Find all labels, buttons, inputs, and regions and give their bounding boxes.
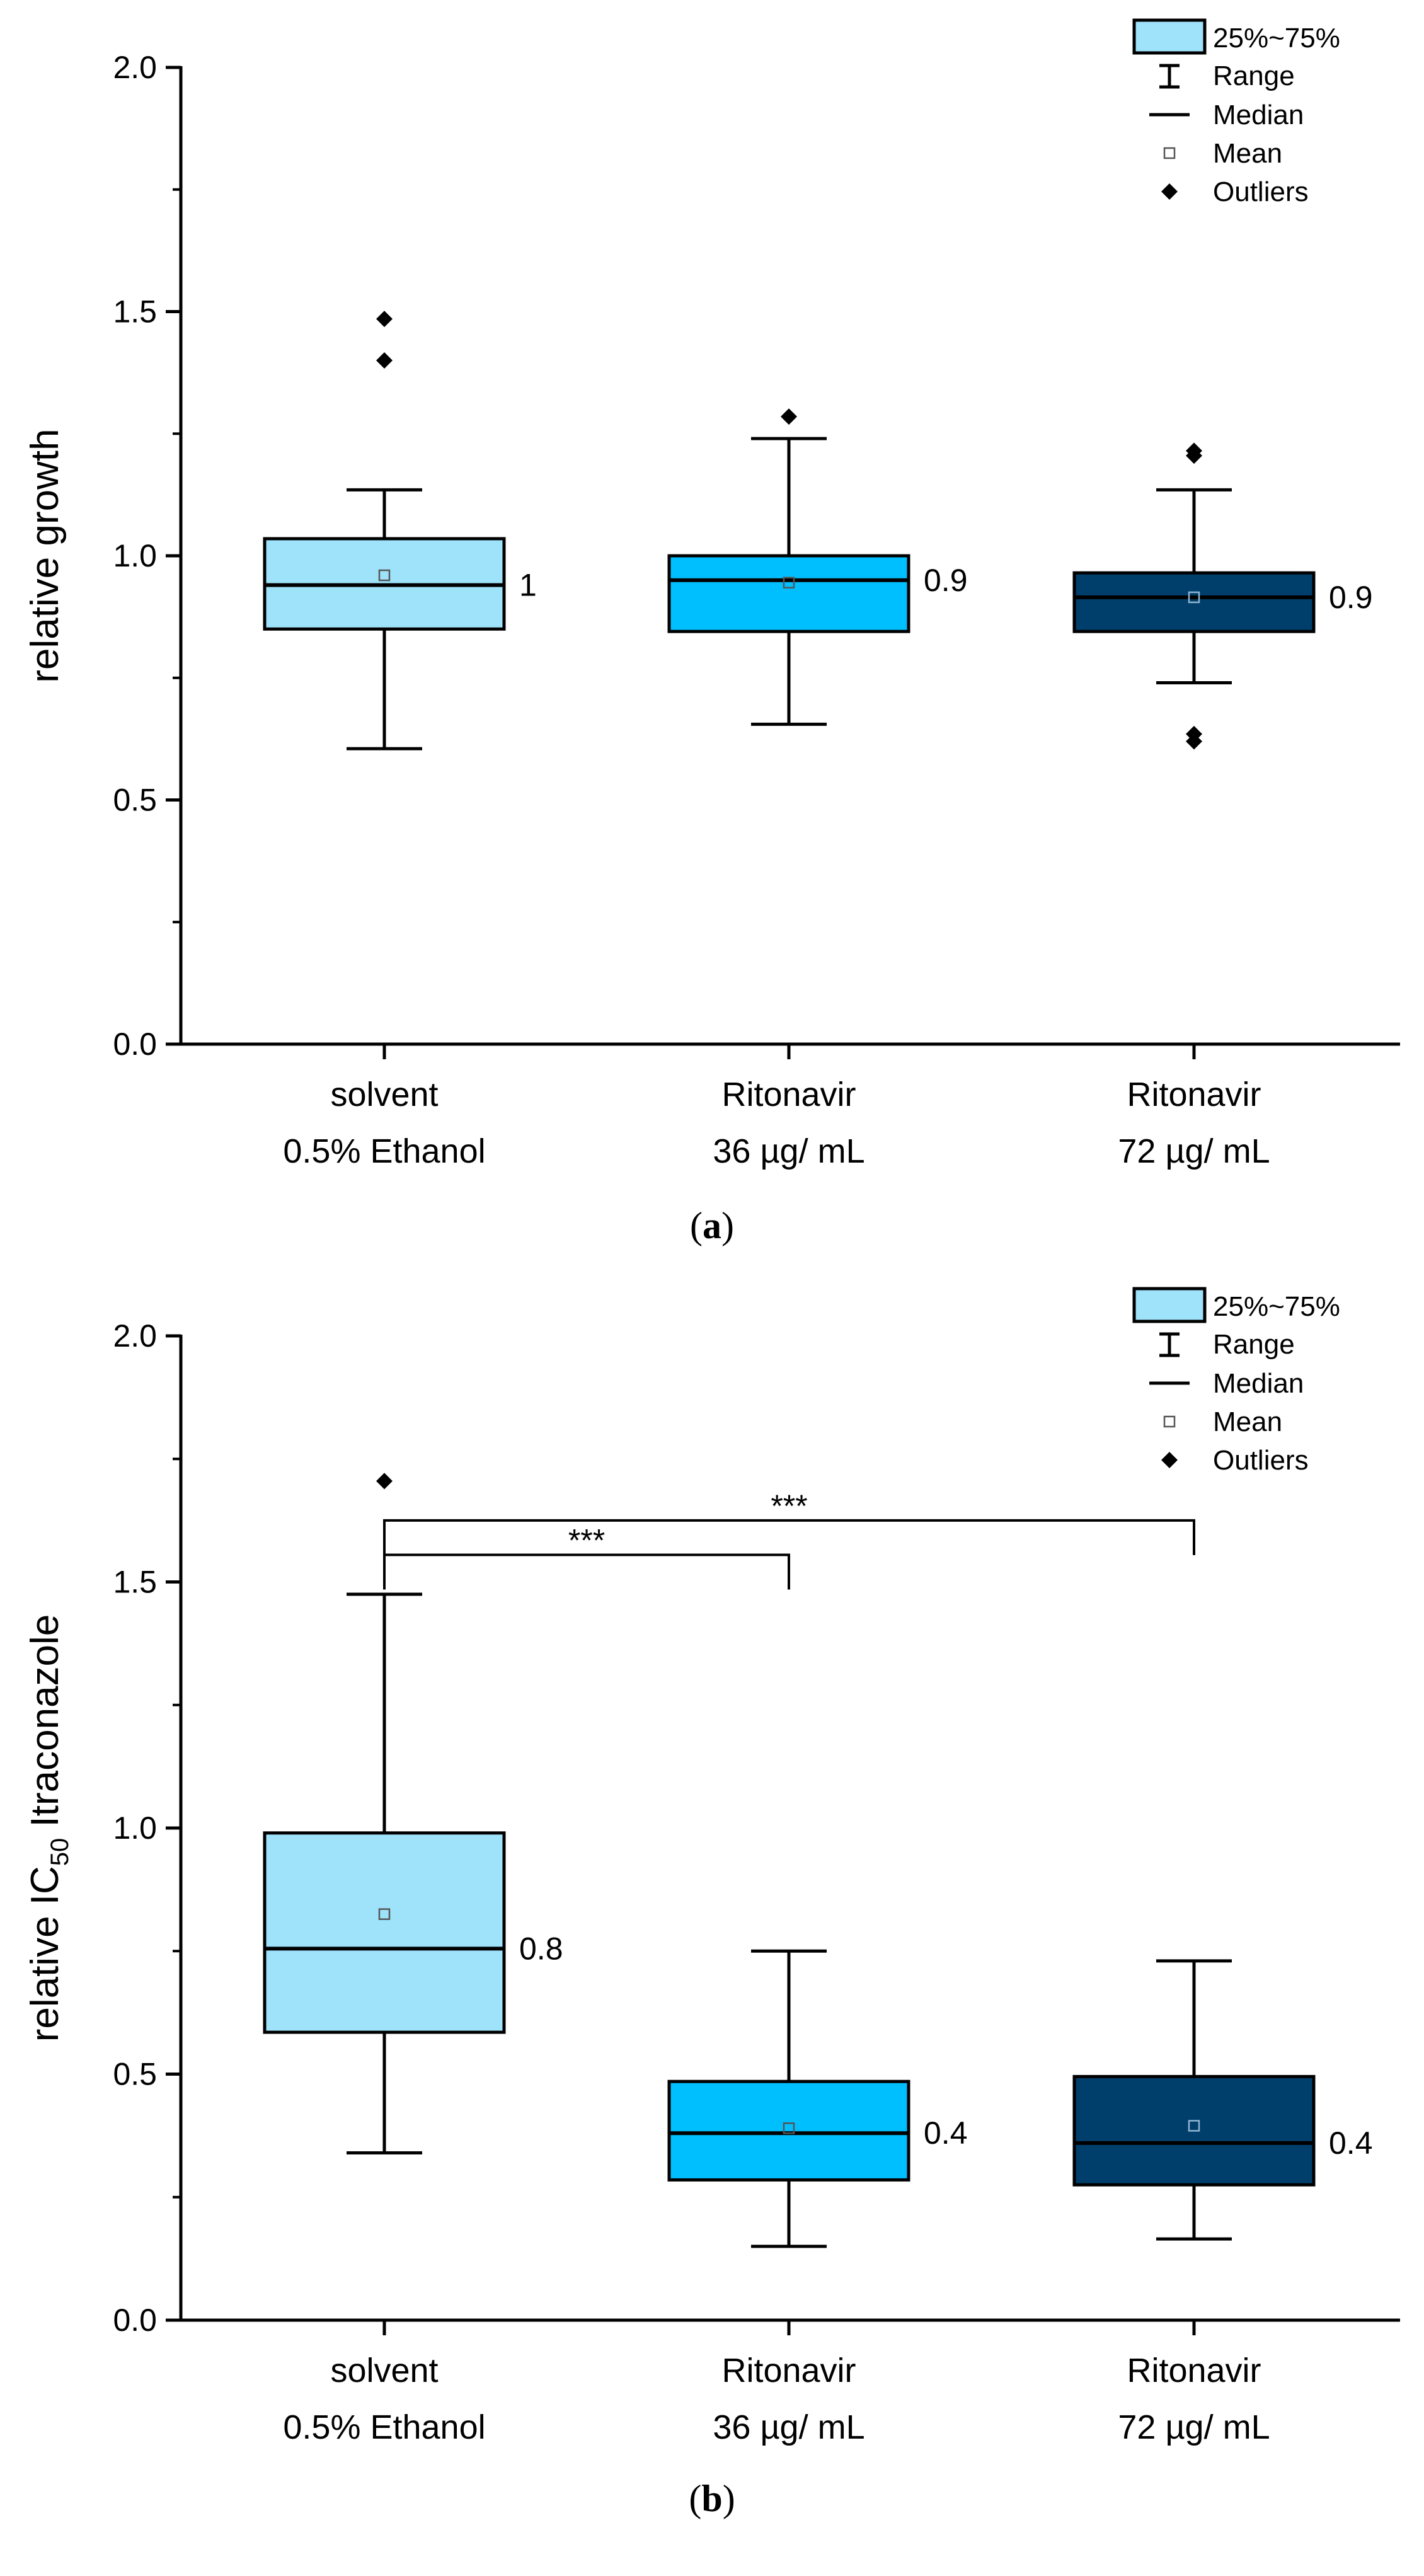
iqr-box bbox=[667, 554, 910, 633]
y-tick-label: 1.5 bbox=[113, 294, 157, 330]
panel-b: 0.0 0.5 1.0 1.5 2.0 relative IC50 Itraconazol… bbox=[23, 1287, 1400, 2519]
legend-median-label: Median bbox=[1213, 1368, 1304, 1399]
box-0: 0.8 bbox=[263, 1473, 563, 2154]
caption-letter: a bbox=[703, 1205, 721, 1246]
y-tick-label: 2.0 bbox=[113, 50, 157, 85]
significance-stars: *** bbox=[771, 1488, 807, 1524]
caption-open-paren: ( bbox=[690, 1205, 703, 1246]
mean-marker bbox=[378, 1908, 391, 1920]
caption-close-paren: ) bbox=[723, 2478, 735, 2519]
outlier-point bbox=[1186, 725, 1202, 742]
x-tick-label-line1: solvent bbox=[330, 1076, 438, 1113]
y-tick-label: 0.0 bbox=[113, 2303, 157, 2338]
outlier-point bbox=[781, 408, 797, 425]
legend-outlier-icon bbox=[1161, 1452, 1178, 1468]
x-tick-label-line1: solvent bbox=[330, 2352, 438, 2389]
legend-box-swatch bbox=[1132, 1287, 1207, 1323]
mean-marker bbox=[378, 569, 391, 582]
y-axis-title-tail: Itraconazole bbox=[23, 1614, 67, 1838]
y-axis-title: relative IC50 Itraconazole bbox=[23, 1614, 74, 2042]
bracket-line bbox=[383, 1519, 1195, 1555]
legend-range-label: Range bbox=[1213, 60, 1295, 91]
box-value-label: 1 bbox=[519, 568, 537, 603]
y-axis-title-subscript: 50 bbox=[46, 1838, 74, 1866]
panel-a: 0.0 0.5 1.0 1.5 2.0 relative growth solvent 0.5… bbox=[23, 18, 1400, 1246]
outlier-point bbox=[376, 1473, 393, 1490]
box-1: 0.9 bbox=[667, 408, 968, 726]
box-2: 0.9 bbox=[1072, 442, 1373, 750]
box-value-label: 0.4 bbox=[924, 2115, 968, 2151]
iqr-box bbox=[667, 2079, 910, 2182]
legend-outliers-label: Outliers bbox=[1213, 176, 1309, 207]
outlier-point bbox=[1186, 442, 1202, 459]
x-tick-label-line1: Ritonavir bbox=[1127, 1076, 1261, 1113]
x-tick-label-line2: 36 µg/ mL bbox=[713, 2408, 864, 2446]
mean-marker bbox=[1188, 591, 1200, 604]
caption-close-paren: ) bbox=[721, 1205, 734, 1246]
y-tick-label: 0.5 bbox=[113, 2057, 157, 2092]
legend-box-label: 25%~75% bbox=[1213, 23, 1340, 54]
bracket-line bbox=[383, 1553, 790, 1590]
mean-marker bbox=[783, 577, 795, 589]
legend-median-label: Median bbox=[1213, 100, 1304, 130]
box-2: 0.4 bbox=[1072, 1959, 1373, 2241]
box-0: 1 bbox=[263, 311, 537, 750]
y-axis-title: relative growth bbox=[23, 428, 67, 682]
y-tick-label: 0.5 bbox=[113, 783, 157, 818]
y-tick-label: 1.0 bbox=[113, 538, 157, 573]
x-tick-label-line2: 0.5% Ethanol bbox=[283, 2408, 485, 2446]
y-tick-label: 0.0 bbox=[113, 1026, 157, 1062]
box-1: 0.4 bbox=[667, 1949, 968, 2248]
mean-marker bbox=[783, 2122, 795, 2134]
significance-bracket-0: *** bbox=[383, 1523, 790, 1590]
legend: 25%~75% Range Median Mean Outliers bbox=[1132, 18, 1340, 207]
legend-outliers-label: Outliers bbox=[1213, 1445, 1309, 1476]
legend-box-label: 25%~75% bbox=[1213, 1291, 1340, 1322]
caption-letter: b bbox=[701, 2478, 722, 2519]
panel-caption: (b) bbox=[689, 2478, 735, 2519]
x-tick-label-line1: Ritonavir bbox=[721, 1076, 856, 1113]
legend-range-label: Range bbox=[1213, 1329, 1295, 1360]
outlier-point bbox=[376, 311, 393, 328]
x-tick-label-line2: 36 µg/ mL bbox=[713, 1132, 864, 1170]
legend-mean-icon bbox=[1163, 147, 1176, 159]
box-value-label: 0.8 bbox=[519, 1931, 563, 1966]
legend: 25%~75% Range Median Mean Outliers bbox=[1132, 1287, 1340, 1476]
y-axis-title-text: relative growth bbox=[23, 428, 67, 682]
x-tick-label-line2: 72 µg/ mL bbox=[1118, 2408, 1270, 2446]
x-tick-label-line1: Ritonavir bbox=[1127, 2352, 1261, 2389]
significance-bracket-1: *** bbox=[383, 1488, 1195, 1555]
legend-mean-icon bbox=[1163, 1415, 1176, 1428]
box-value-label: 0.9 bbox=[1329, 580, 1373, 615]
y-tick-label: 1.5 bbox=[113, 1565, 157, 1600]
y-axis-title-main: relative IC bbox=[23, 1866, 67, 2042]
legend-mean-label: Mean bbox=[1213, 138, 1282, 169]
x-tick-label-line2: 72 µg/ mL bbox=[1118, 1132, 1270, 1170]
y-tick-label: 2.0 bbox=[113, 1318, 157, 1354]
x-tick-label-line1: Ritonavir bbox=[721, 2352, 856, 2389]
panel-caption: (a) bbox=[690, 1205, 734, 1246]
legend-outlier-icon bbox=[1161, 183, 1178, 200]
box-value-label: 0.9 bbox=[924, 563, 968, 598]
mean-marker bbox=[1188, 2120, 1200, 2132]
outlier-point bbox=[376, 352, 393, 369]
legend-mean-label: Mean bbox=[1213, 1406, 1282, 1437]
iqr-box bbox=[263, 1831, 506, 2034]
legend-box-swatch bbox=[1132, 18, 1207, 55]
y-tick-label: 1.0 bbox=[113, 1810, 157, 1846]
x-tick-label-line2: 0.5% Ethanol bbox=[283, 1132, 485, 1170]
caption-open-paren: ( bbox=[689, 2478, 701, 2519]
significance-stars: *** bbox=[568, 1523, 605, 1558]
box-value-label: 0.4 bbox=[1329, 2125, 1373, 2161]
